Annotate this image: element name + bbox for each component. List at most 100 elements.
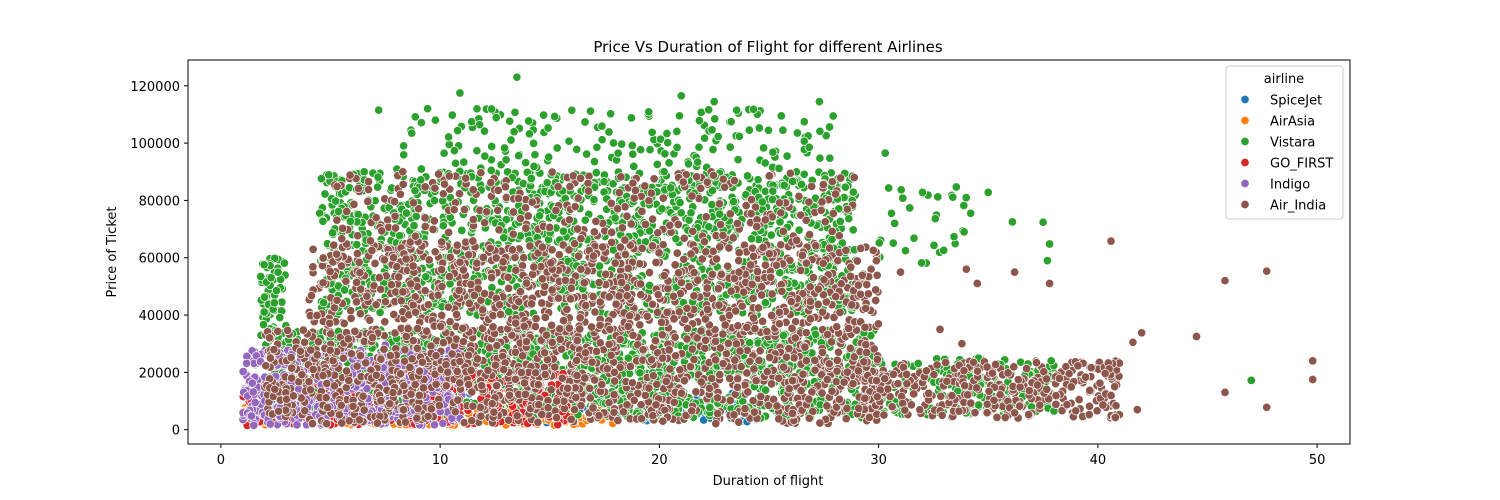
data-point: [951, 182, 961, 192]
data-point: [340, 285, 350, 295]
data-point: [844, 214, 854, 224]
data-point: [675, 198, 685, 208]
data-point: [453, 126, 463, 136]
data-point: [815, 153, 825, 163]
data-point: [647, 127, 657, 137]
data-point: [929, 240, 939, 250]
data-point: [652, 159, 662, 169]
data-point: [558, 226, 568, 236]
data-point: [880, 148, 890, 158]
data-point: [249, 420, 259, 430]
data-point: [804, 142, 814, 152]
data-point: [913, 358, 923, 369]
data-point: [499, 143, 510, 153]
data-point: [487, 104, 497, 114]
data-point: [627, 140, 637, 151]
data-point: [664, 158, 674, 168]
data-point: [535, 211, 545, 221]
data-point: [759, 143, 769, 153]
data-point: [825, 153, 835, 163]
data-point: [539, 110, 549, 120]
data-point: [486, 165, 496, 175]
data-point: [259, 307, 269, 317]
data-point: [835, 216, 845, 227]
data-point: [782, 151, 792, 161]
data-point: [604, 127, 614, 137]
series-air-india: [260, 167, 1318, 429]
data-point: [256, 271, 266, 282]
data-point: [320, 189, 330, 199]
data-point: [660, 149, 670, 159]
data-point: [693, 157, 703, 167]
data-point: [707, 200, 717, 210]
data-point: [672, 142, 682, 153]
data-point: [663, 138, 673, 148]
data-point: [597, 121, 607, 131]
data-point: [635, 368, 645, 378]
data-point: [543, 123, 553, 133]
data-point: [760, 186, 770, 196]
data-point: [273, 267, 283, 277]
data-point: [353, 210, 363, 220]
data-point: [499, 233, 509, 243]
data-point: [710, 114, 720, 124]
data-point: [763, 125, 774, 135]
data-point: [248, 387, 258, 397]
data-point: [487, 141, 497, 152]
data-point: [917, 258, 927, 268]
data-point: [760, 158, 770, 168]
data-point: [959, 227, 969, 237]
data-point: [974, 400, 984, 410]
data-point: [451, 158, 461, 168]
data-point: [659, 167, 669, 177]
data-point: [457, 225, 467, 235]
data-point: [774, 163, 784, 173]
data-point: [410, 186, 420, 196]
data-point: [318, 216, 328, 226]
data-point: [708, 144, 718, 155]
data-point: [1007, 217, 1017, 227]
data-point: [529, 161, 539, 171]
data-point: [845, 343, 855, 353]
data-point: [715, 209, 725, 219]
data-point: [840, 182, 850, 192]
data-point: [552, 143, 562, 153]
data-point: [450, 407, 460, 417]
data-point: [546, 385, 556, 395]
data-point: [909, 233, 919, 243]
data-point: [898, 193, 908, 203]
data-point: [410, 112, 420, 122]
data-point: [449, 146, 459, 156]
data-point: [529, 138, 539, 148]
data-point: [444, 132, 454, 142]
data-point: [874, 238, 884, 248]
data-point: [768, 147, 778, 157]
data-point: [848, 225, 858, 235]
data-point: [886, 208, 897, 218]
data-point: [514, 151, 524, 161]
data-point: [421, 272, 431, 282]
data-point: [1038, 217, 1048, 227]
data-point: [429, 195, 439, 206]
data-point: [905, 203, 915, 213]
data-point: [778, 125, 788, 135]
data-point: [300, 406, 310, 416]
data-point: [788, 176, 798, 186]
data-points: [238, 72, 1318, 430]
data-point: [524, 116, 534, 126]
data-point: [709, 97, 719, 107]
data-point: [799, 169, 809, 179]
data-point: [447, 110, 457, 120]
data-point: [399, 141, 409, 151]
data-point: [567, 105, 577, 115]
data-point: [683, 159, 694, 169]
data-point: [726, 117, 736, 127]
data-point: [792, 128, 802, 138]
data-point: [585, 393, 595, 403]
data-point: [779, 180, 789, 190]
data-point: [888, 238, 898, 248]
data-point: [352, 240, 362, 250]
data-point: [459, 157, 469, 167]
data-point: [814, 97, 824, 107]
data-point: [707, 125, 717, 135]
